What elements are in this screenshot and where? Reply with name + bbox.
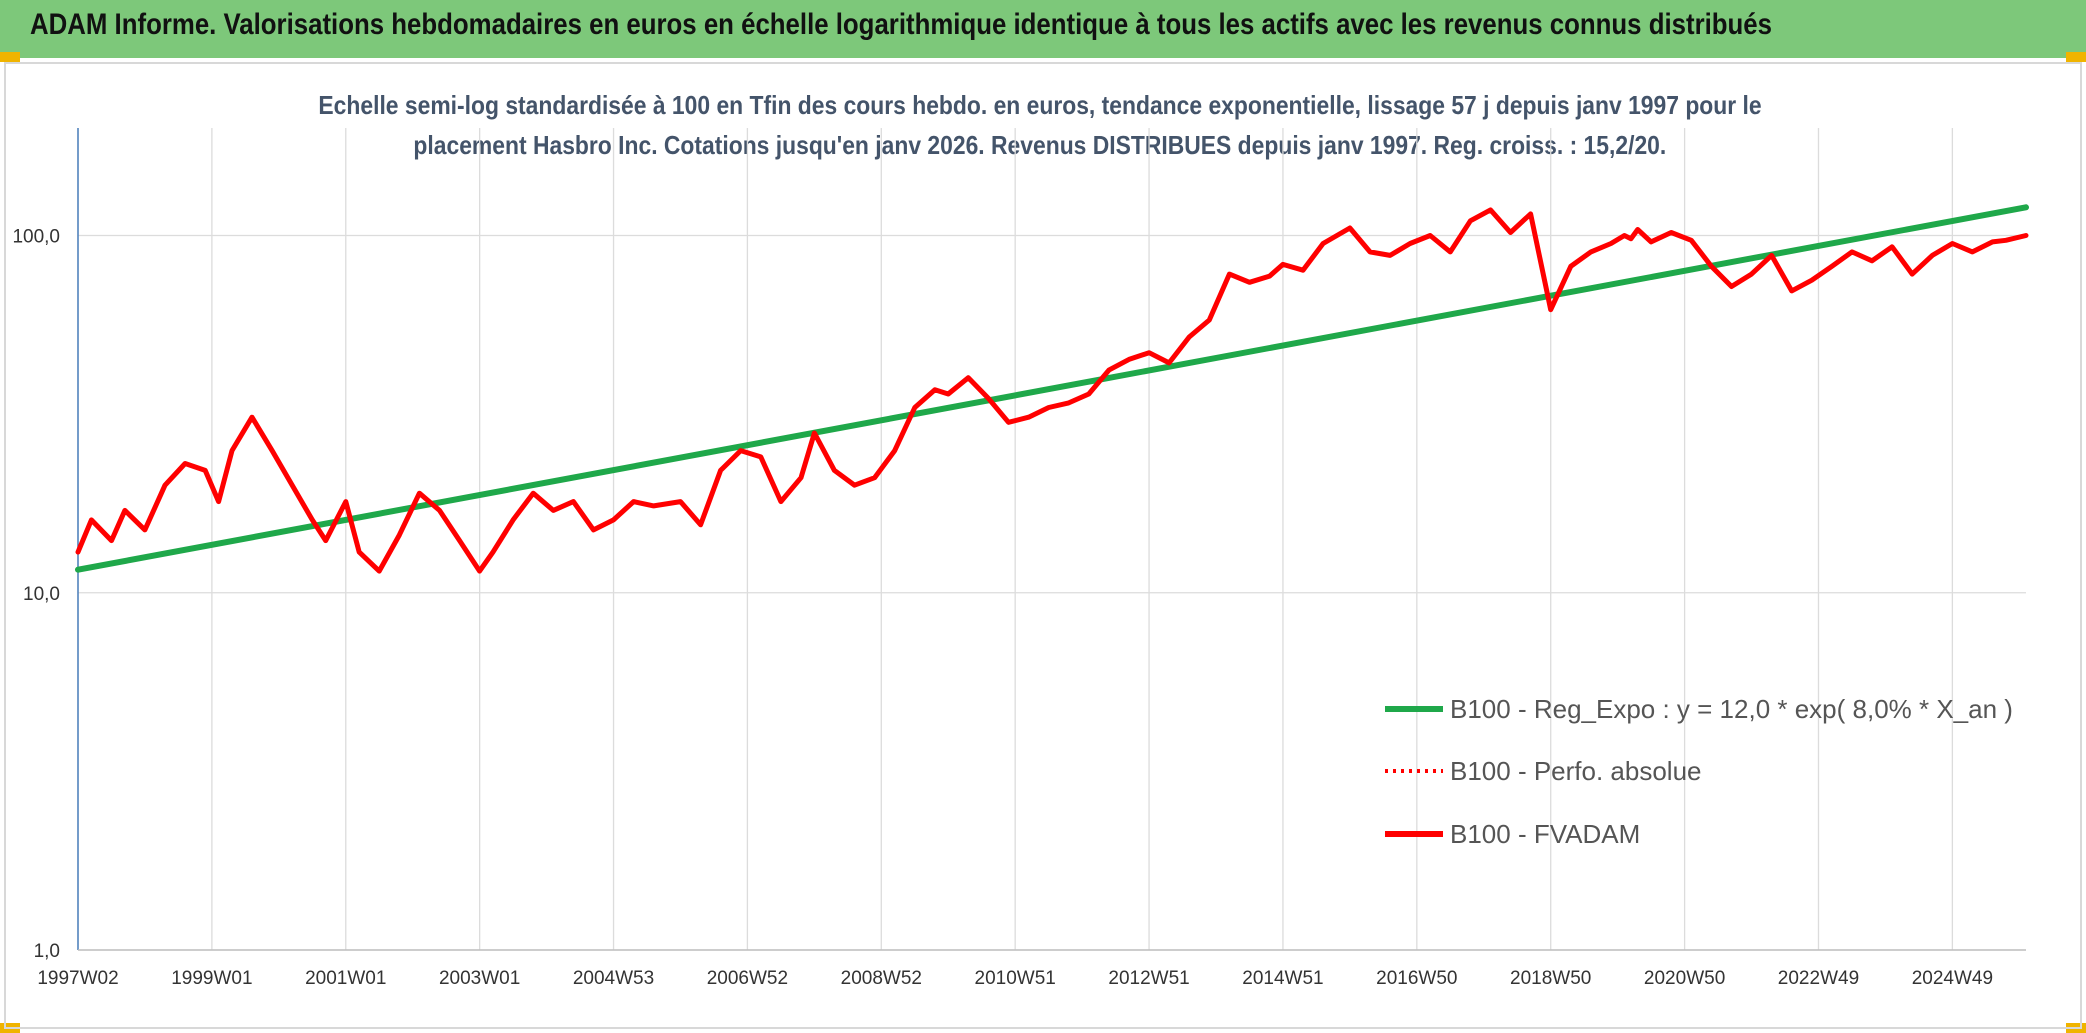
- chart-title-line-1: Echelle semi-log standardisée à 100 en T…: [318, 90, 1762, 120]
- y-tick-label: 10,0: [23, 584, 60, 605]
- corner-marker: [0, 52, 20, 62]
- chart-title-line-2: placement Hasbro Inc. Cotations jusqu'en…: [413, 130, 1667, 160]
- x-tick-label: 2003W01: [439, 968, 520, 989]
- corner-marker: [2066, 52, 2086, 62]
- legend-label-1: B100 - Reg_Expo : y = 12,0 * exp( 8,0% *…: [1450, 694, 2013, 724]
- x-tick-label: 2020W50: [1644, 968, 1725, 989]
- series-line-3: [75, 207, 2029, 574]
- x-tick-label: 2004W53: [573, 968, 654, 989]
- x-tick-label: 1999W01: [171, 968, 252, 989]
- x-tick-label: 1997W02: [37, 968, 118, 989]
- x-tick-label: 2024W49: [1912, 968, 1993, 989]
- page-title: ADAM Informe. Valorisations hebdomadaire…: [30, 8, 1772, 41]
- chart-frame: [4, 62, 2082, 1029]
- header-banner: ADAM Informe. Valorisations hebdomadaire…: [0, 0, 2086, 58]
- legend-label-3: B100 - FVADAM: [1450, 819, 1640, 849]
- x-tick-label: 2014W51: [1242, 968, 1323, 989]
- y-tick-label: 100,0: [12, 227, 60, 248]
- x-tick-label: 2016W50: [1376, 968, 1457, 989]
- x-tick-label: 2006W52: [707, 968, 788, 989]
- x-tick-label: 2012W51: [1108, 968, 1189, 989]
- x-tick-label: 2008W52: [841, 968, 922, 989]
- y-tick-label: 1,0: [34, 941, 60, 962]
- x-tick-label: 2001W01: [305, 968, 386, 989]
- series-line-1: [75, 204, 2029, 573]
- legend-label-2: B100 - Perfo. absolue: [1450, 756, 1702, 786]
- x-tick-label: 2010W51: [975, 968, 1056, 989]
- x-tick-label: 2022W49: [1778, 968, 1859, 989]
- x-tick-label: 2018W50: [1510, 968, 1591, 989]
